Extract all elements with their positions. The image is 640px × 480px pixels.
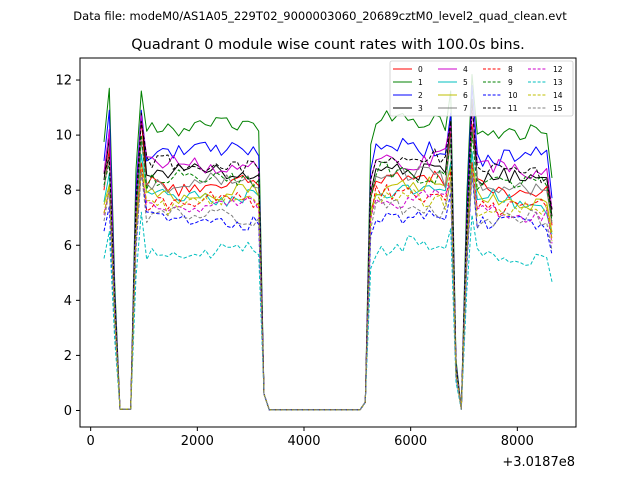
y-tick-label-3: 6 bbox=[64, 239, 72, 254]
x-axis: 0 2000 4000 6000 8000 bbox=[87, 427, 534, 449]
x-offset-label: +3.0187e8 bbox=[502, 455, 575, 470]
y-tick-label-1: 2 bbox=[64, 349, 72, 364]
plot-frame bbox=[79, 57, 577, 428]
legend-label-7: 7 bbox=[463, 104, 468, 113]
legend-label-6: 6 bbox=[463, 91, 468, 100]
legend-frame bbox=[389, 60, 574, 117]
legend-label-5: 5 bbox=[463, 78, 468, 87]
legend-label-4: 4 bbox=[463, 65, 468, 74]
y-axis: 0 2 4 6 8 10 12 bbox=[55, 74, 80, 419]
series-line-15 bbox=[103, 170, 553, 411]
x-tick-label-3: 6000 bbox=[394, 434, 427, 449]
chart-title: Quadrant 0 module wise count rates with … bbox=[131, 37, 525, 53]
y-tick-label-0: 0 bbox=[64, 404, 72, 419]
legend-label-2: 2 bbox=[418, 91, 423, 100]
x-tick-label-1: 2000 bbox=[181, 434, 214, 449]
series-layer bbox=[103, 74, 553, 411]
y-tick-label-2: 4 bbox=[64, 294, 72, 309]
y-tick-label-5: 10 bbox=[55, 129, 72, 144]
x-tick-label-4: 8000 bbox=[501, 434, 534, 449]
figure-suptitle: Data file: modeM0/AS1A05_229T02_90000030… bbox=[73, 9, 567, 23]
legend-label-11: 11 bbox=[508, 104, 518, 113]
y-tick-label-6: 12 bbox=[55, 74, 72, 89]
y-tick-label-4: 8 bbox=[64, 184, 72, 199]
legend-label-14: 14 bbox=[553, 91, 563, 100]
legend-label-15: 15 bbox=[553, 104, 563, 113]
legend-label-0: 0 bbox=[418, 65, 423, 74]
x-tick-label-0: 0 bbox=[87, 434, 95, 449]
legend-label-1: 1 bbox=[418, 78, 423, 87]
series-line-11 bbox=[103, 104, 553, 411]
legend-label-9: 9 bbox=[508, 78, 513, 87]
x-tick-label-2: 4000 bbox=[287, 434, 320, 449]
legend-label-10: 10 bbox=[508, 91, 518, 100]
legend-label-13: 13 bbox=[553, 78, 563, 87]
legend-label-12: 12 bbox=[553, 65, 563, 74]
legend-label-3: 3 bbox=[418, 104, 423, 113]
legend-label-8: 8 bbox=[508, 65, 513, 74]
